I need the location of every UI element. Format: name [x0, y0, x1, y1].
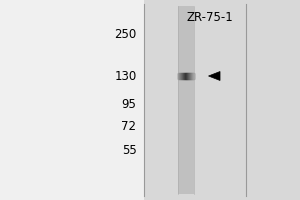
- Text: 130: 130: [114, 70, 136, 82]
- Bar: [144, 0, 300, 200]
- Polygon shape: [208, 72, 220, 80]
- Text: 72: 72: [122, 120, 136, 134]
- Text: 250: 250: [114, 27, 136, 40]
- Bar: [178, 6, 194, 194]
- Text: 95: 95: [122, 98, 136, 110]
- Text: ZR-75-1: ZR-75-1: [187, 11, 233, 24]
- Bar: [0, 0, 144, 200]
- Text: 55: 55: [122, 144, 136, 158]
